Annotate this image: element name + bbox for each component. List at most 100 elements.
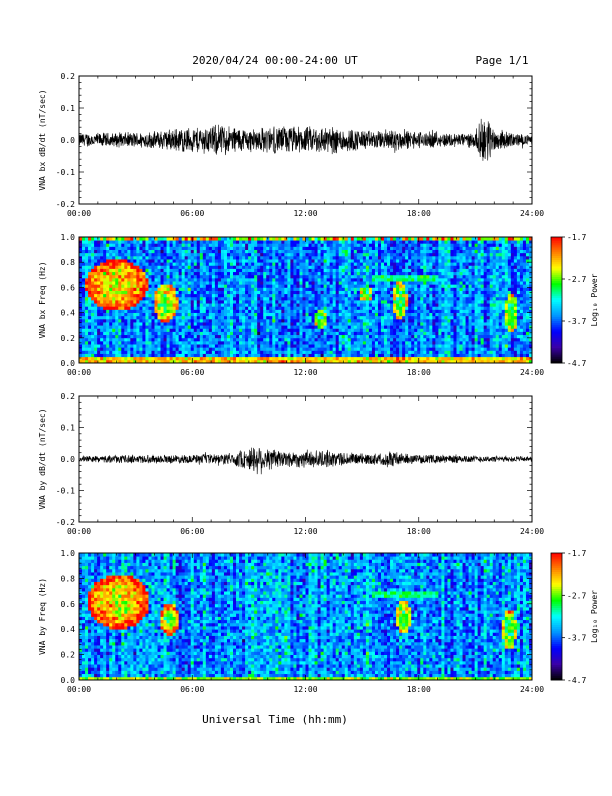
- spectrogram-cell: [384, 357, 387, 361]
- spectrogram-cell: [369, 341, 372, 345]
- spectrogram-cell: [124, 306, 127, 310]
- spectrogram-cell: [426, 284, 429, 288]
- spectrogram-cell: [124, 284, 127, 288]
- spectrogram-cell: [106, 354, 109, 358]
- spectrogram-cell: [179, 328, 182, 332]
- spectrogram-cell: [381, 284, 384, 288]
- spectrogram-cell: [360, 357, 363, 361]
- spectrogram-cell: [435, 297, 438, 301]
- spectrogram-cell: [254, 250, 257, 254]
- spectrogram-cell: [194, 284, 197, 288]
- spectrogram-cell: [396, 313, 399, 317]
- spectrogram-cell: [360, 313, 363, 317]
- spectrogram-cell: [245, 332, 248, 336]
- spectrogram-cell: [414, 265, 417, 269]
- spectrogram-cell: [224, 278, 227, 282]
- spectrogram-cell: [333, 259, 336, 263]
- spectrogram-cell: [363, 316, 366, 320]
- spectrogram-cell: [306, 303, 309, 307]
- spectrogram-cell: [342, 300, 345, 304]
- spectrogram-cell: [302, 259, 305, 263]
- spectrogram-cell: [384, 303, 387, 307]
- spectrogram-cell: [239, 316, 242, 320]
- spectrogram-cell: [194, 354, 197, 358]
- spectrogram-cell: [254, 291, 257, 295]
- spectrogram-cell: [405, 306, 408, 310]
- spectrogram-cell: [360, 332, 363, 336]
- spectrogram-cell: [414, 262, 417, 266]
- spectrogram-cell: [290, 253, 293, 257]
- spectrogram-cell: [133, 309, 136, 313]
- spectrogram-cell: [432, 291, 435, 295]
- spectrogram-cell: [227, 269, 230, 273]
- spectrogram-cell: [360, 269, 363, 273]
- spectrogram-cell: [275, 313, 278, 317]
- spectrogram-cell: [161, 338, 164, 342]
- spectrogram-cell: [420, 328, 423, 332]
- spectrogram-cell: [411, 316, 414, 320]
- spectrogram-cell: [133, 332, 136, 336]
- spectrogram-cell: [115, 357, 118, 361]
- spectrogram-cell: [444, 272, 447, 276]
- spectrogram-cell: [366, 322, 369, 326]
- spectrogram-cell: [278, 265, 281, 269]
- spectrogram-cell: [438, 281, 441, 285]
- spectrogram-cell: [293, 262, 296, 266]
- spectrogram-cell: [251, 347, 254, 351]
- spectrogram-cell: [94, 250, 97, 254]
- spectrogram-cell: [170, 253, 173, 257]
- spectrogram-cell: [242, 297, 245, 301]
- spectrogram-cell: [161, 259, 164, 263]
- spectrogram-cell: [275, 278, 278, 282]
- spectrogram-cell: [423, 347, 426, 351]
- spectrogram-cell: [106, 335, 109, 339]
- spectrogram-cell: [79, 243, 82, 247]
- spectrogram-cell: [218, 240, 221, 244]
- spectrogram-cell: [115, 259, 118, 263]
- spectrogram-cell: [227, 332, 230, 336]
- spectrogram-cell: [103, 332, 106, 336]
- spectrogram-cell: [287, 256, 290, 260]
- spectrogram-cell: [429, 309, 432, 313]
- spectrogram-cell: [372, 243, 375, 247]
- spectrogram-cell: [309, 322, 312, 326]
- spectrogram-cell: [302, 250, 305, 254]
- spectrogram-cell: [321, 256, 324, 260]
- spectrogram-cell: [200, 272, 203, 276]
- spectrogram-cell: [378, 328, 381, 332]
- spectrogram-cell: [396, 272, 399, 276]
- spectrogram-cell: [148, 325, 151, 329]
- spectrogram-cell: [296, 243, 299, 247]
- spectrogram-cell: [121, 272, 124, 276]
- spectrogram-cell: [348, 347, 351, 351]
- spectrogram-cell: [233, 253, 236, 257]
- spectrogram-cell: [209, 237, 212, 241]
- spectrogram-cell: [432, 303, 435, 307]
- spectrogram-cell: [441, 294, 444, 298]
- spectrogram-cell: [330, 256, 333, 260]
- spectrogram-cell: [221, 240, 224, 244]
- spectrogram-cell: [203, 325, 206, 329]
- spectrogram-cell: [447, 354, 450, 358]
- spectrogram-cell: [408, 332, 411, 336]
- spectrogram-cell: [227, 256, 230, 260]
- spectrogram-cell: [369, 265, 372, 269]
- spectrogram-cell: [293, 253, 296, 257]
- spectrogram-cell: [182, 281, 185, 285]
- spectrogram-cell: [197, 278, 200, 282]
- spectrogram-cell: [206, 269, 209, 273]
- spectrogram-cell: [339, 262, 342, 266]
- spectrogram-cell: [127, 256, 130, 260]
- spectrogram-cell: [357, 344, 360, 348]
- spectrogram-cell: [164, 316, 167, 320]
- spectrogram-cell: [260, 328, 263, 332]
- spectrogram-cell: [161, 316, 164, 320]
- spectrogram-cell: [151, 341, 154, 345]
- spectrogram-cell: [408, 309, 411, 313]
- spectrogram-cell: [155, 316, 158, 320]
- spectrogram-cell: [393, 332, 396, 336]
- spectrogram-cell: [399, 259, 402, 263]
- spectrogram-cell: [402, 237, 405, 241]
- spectrogram-cell: [333, 246, 336, 250]
- spectrogram-cell: [79, 278, 82, 282]
